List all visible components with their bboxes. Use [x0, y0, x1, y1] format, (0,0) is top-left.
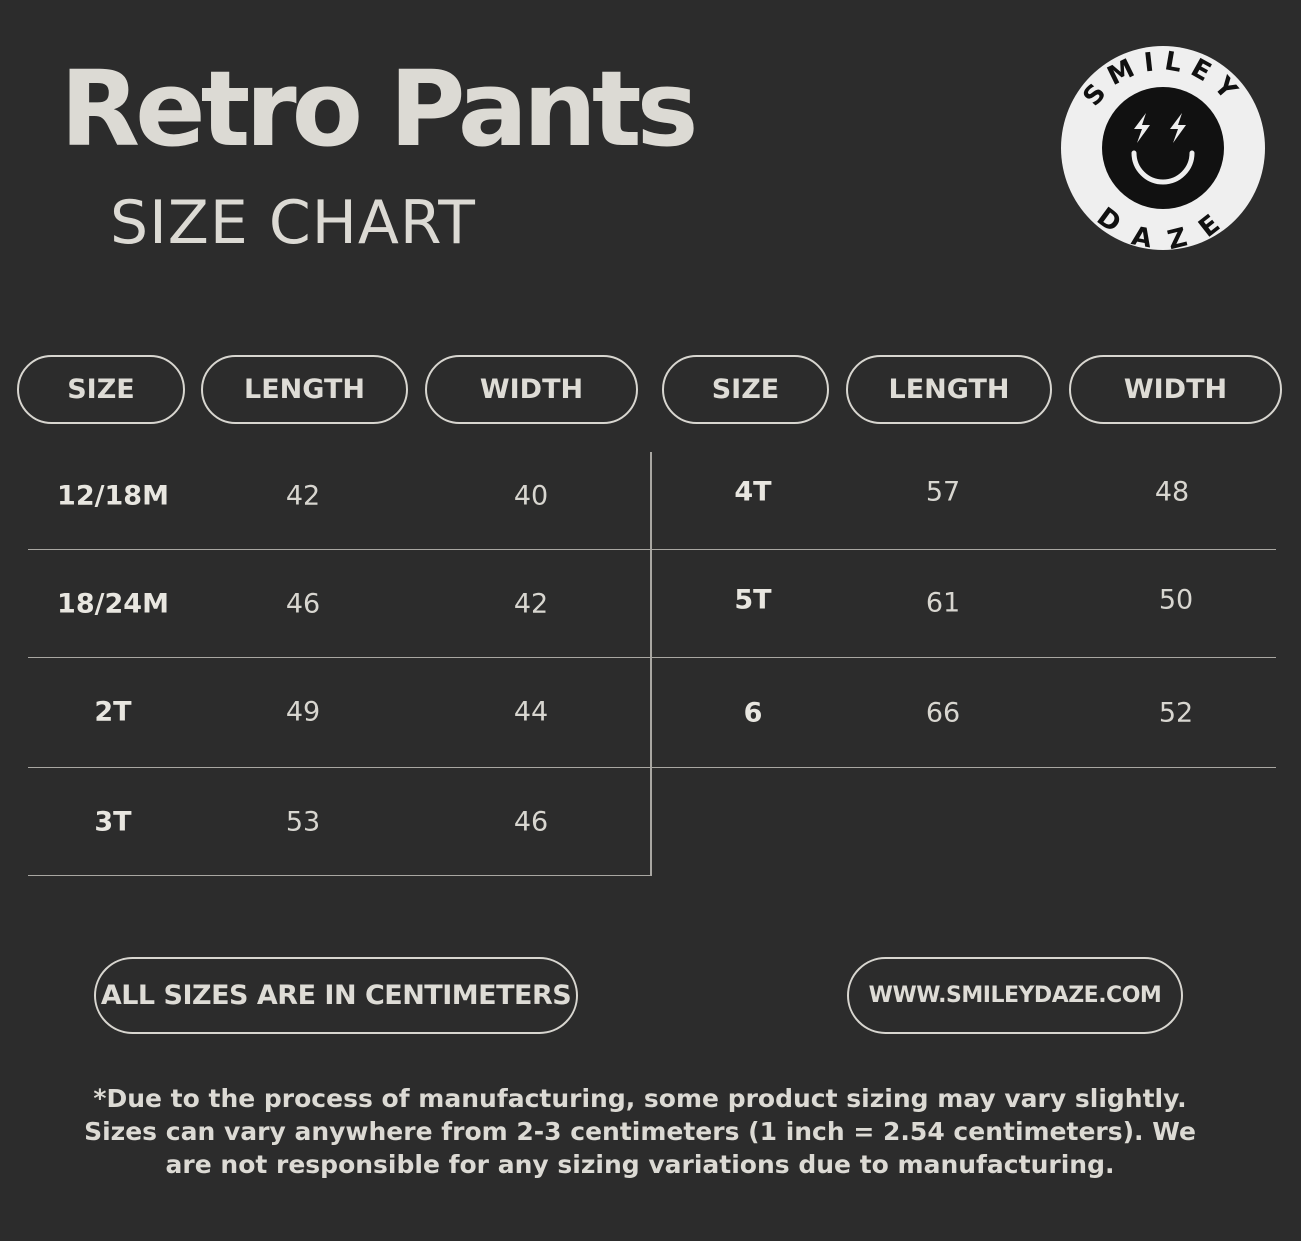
length-cell: 57	[925, 476, 961, 508]
header-width: WIDTH	[1069, 355, 1282, 424]
width-cell: 44	[513, 696, 549, 728]
width-cell: 46	[513, 806, 549, 838]
row-divider	[651, 657, 1276, 658]
size-cell: 3T	[94, 806, 132, 838]
disclaimer-line: *Due to the process of manufacturing, so…	[93, 1084, 1187, 1113]
size-cell: 12/18M	[57, 480, 169, 512]
header-size: SIZE	[662, 355, 829, 424]
website-link[interactable]: WWW.SMILEYDAZE.COM	[847, 957, 1183, 1034]
length-cell: 66	[925, 697, 961, 729]
row-divider	[28, 875, 651, 876]
size-cell: 2T	[94, 696, 132, 728]
length-cell: 42	[285, 480, 321, 512]
size-cell: 4T	[734, 476, 772, 508]
length-cell: 53	[285, 806, 321, 838]
row-divider	[28, 767, 651, 768]
header-length: LENGTH	[846, 355, 1052, 424]
header-length: LENGTH	[201, 355, 408, 424]
smiley-daze-logo: SMILEY DAZE	[1061, 46, 1265, 251]
width-cell: 40	[513, 480, 549, 512]
length-cell: 46	[285, 588, 321, 620]
column-divider	[650, 452, 652, 876]
row-divider	[651, 767, 1276, 768]
width-cell: 52	[1158, 697, 1194, 729]
row-divider	[651, 549, 1276, 550]
width-cell: 42	[513, 588, 549, 620]
units-note: ALL SIZES ARE IN CENTIMETERS	[94, 957, 578, 1034]
width-cell: 48	[1154, 476, 1190, 508]
header-size: SIZE	[17, 355, 185, 424]
disclaimer: *Due to the process of manufacturing, so…	[0, 1082, 1280, 1181]
disclaimer-line: are not responsible for any sizing varia…	[165, 1150, 1115, 1179]
length-cell: 49	[285, 696, 321, 728]
disclaimer-line: Sizes can vary anywhere from 2-3 centime…	[84, 1117, 1196, 1146]
size-cell: 6	[743, 697, 763, 729]
row-divider	[28, 657, 651, 658]
row-divider	[28, 549, 651, 550]
page-subtitle: SIZE CHART	[110, 188, 476, 258]
page-title: Retro Pants	[60, 48, 699, 170]
size-cell: 5T	[734, 584, 772, 616]
header-width: WIDTH	[425, 355, 638, 424]
length-cell: 61	[925, 587, 961, 619]
size-cell: 18/24M	[57, 588, 169, 620]
width-cell: 50	[1158, 584, 1194, 616]
